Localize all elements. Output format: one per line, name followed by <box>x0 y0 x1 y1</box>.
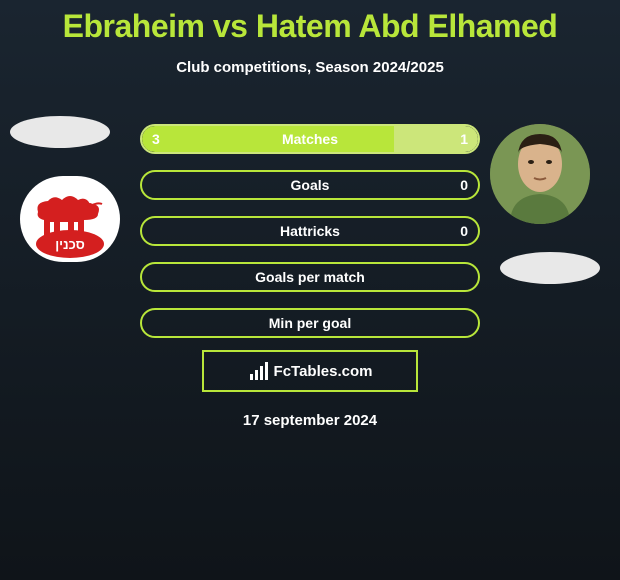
bar-value-right: 0 <box>460 170 468 200</box>
bar-value-right: 0 <box>460 216 468 246</box>
player-photo-icon <box>490 124 590 224</box>
bar-row-matches: 3 Matches 1 <box>140 124 480 154</box>
bar-row-goals: Goals 0 <box>140 170 480 200</box>
bar-row-min-per-goal: Min per goal <box>140 308 480 338</box>
stat-bars: 3 Matches 1 Goals 0 Hattricks 0 <box>140 124 480 354</box>
left-player-placeholder-oval <box>10 116 110 148</box>
right-player-placeholder-oval <box>500 252 600 284</box>
bar-label: Min per goal <box>140 308 480 338</box>
club-badge-icon: סכנין <box>20 176 120 262</box>
page-subtitle: Club competitions, Season 2024/2025 <box>0 59 620 76</box>
bar-row-goals-per-match: Goals per match <box>140 262 480 292</box>
bar-chart-icon <box>248 360 270 382</box>
bar-row-hattricks: Hattricks 0 <box>140 216 480 246</box>
brand-text: FcTables.com <box>274 363 373 380</box>
brand-box: FcTables.com <box>202 350 418 392</box>
right-player-photo <box>490 124 590 224</box>
bar-value-right: 1 <box>460 124 468 154</box>
left-club-badge: סכנין <box>20 176 120 262</box>
date-text: 17 september 2024 <box>0 412 620 429</box>
bar-label: Goals <box>140 170 480 200</box>
page-title: Ebraheim vs Hatem Abd Elhamed <box>0 0 620 45</box>
bar-label: Hattricks <box>140 216 480 246</box>
bar-label: Goals per match <box>140 262 480 292</box>
svg-text:סכנין: סכנין <box>55 237 85 252</box>
bar-label: Matches <box>140 124 480 154</box>
